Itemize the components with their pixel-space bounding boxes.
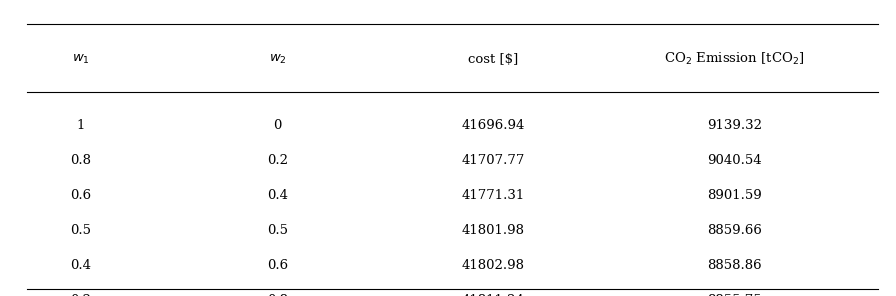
Text: $w_1$: $w_1$ xyxy=(72,53,90,66)
Text: 1: 1 xyxy=(76,119,85,132)
Text: 0.4: 0.4 xyxy=(267,189,289,202)
Text: 9040.54: 9040.54 xyxy=(708,154,762,167)
Text: 41771.31: 41771.31 xyxy=(461,189,524,202)
Text: $w_2$: $w_2$ xyxy=(269,53,287,66)
Text: 0.2: 0.2 xyxy=(70,294,91,296)
Text: CO$_2$ Emission [tCO$_2$]: CO$_2$ Emission [tCO$_2$] xyxy=(665,51,805,67)
Text: 41801.98: 41801.98 xyxy=(461,224,524,237)
Text: 41811.24: 41811.24 xyxy=(461,294,524,296)
Text: cost [$]: cost [$] xyxy=(468,53,518,66)
Text: 9139.32: 9139.32 xyxy=(707,119,762,132)
Text: 0.6: 0.6 xyxy=(70,189,91,202)
Text: 0: 0 xyxy=(273,119,282,132)
Text: 41696.94: 41696.94 xyxy=(461,119,524,132)
Text: 0.6: 0.6 xyxy=(267,259,289,272)
Text: 0.5: 0.5 xyxy=(70,224,91,237)
Text: 0.8: 0.8 xyxy=(267,294,289,296)
Text: 8855.75: 8855.75 xyxy=(708,294,762,296)
Text: 0.8: 0.8 xyxy=(70,154,91,167)
Text: 8901.59: 8901.59 xyxy=(707,189,762,202)
Text: 0.4: 0.4 xyxy=(70,259,91,272)
Text: 0.5: 0.5 xyxy=(267,224,289,237)
Text: 41707.77: 41707.77 xyxy=(461,154,524,167)
Text: 41802.98: 41802.98 xyxy=(461,259,524,272)
Text: 8858.86: 8858.86 xyxy=(708,259,762,272)
Text: 0.2: 0.2 xyxy=(267,154,289,167)
Text: 8859.66: 8859.66 xyxy=(707,224,762,237)
